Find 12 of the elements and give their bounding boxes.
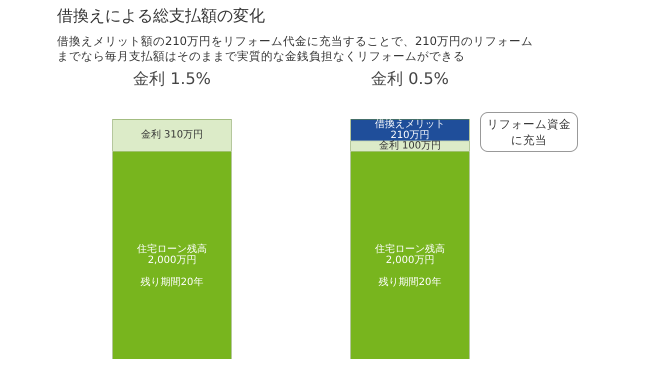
data-label: 借換えメリット210万円 — [375, 118, 445, 141]
x-tick-label: 金利 0.5% — [371, 68, 449, 88]
annotation: 残り期間20年 — [140, 276, 204, 288]
chart-subtitle: 借換えメリット額の210万円をリフォーム代金に充当することで、210万円のリフォームまでなら毎月支払額はそのままで実質的な金銭負担なくリフォームができる — [57, 34, 534, 64]
annotation: 残り期間20年 — [378, 276, 442, 288]
annotation: リフォーム資金に充当 — [480, 112, 578, 152]
data-label: 金利 310万円 — [140, 128, 204, 141]
data-label: 金利 100万円 — [378, 140, 442, 152]
data-label: 住宅ローン残高2,000万円 — [375, 243, 445, 266]
chart-title: 借換えによる総支払額の変化 — [57, 6, 265, 27]
x-tick-label: 金利 1.5% — [133, 68, 211, 88]
data-label: 住宅ローン残高2,000万円 — [137, 243, 207, 266]
